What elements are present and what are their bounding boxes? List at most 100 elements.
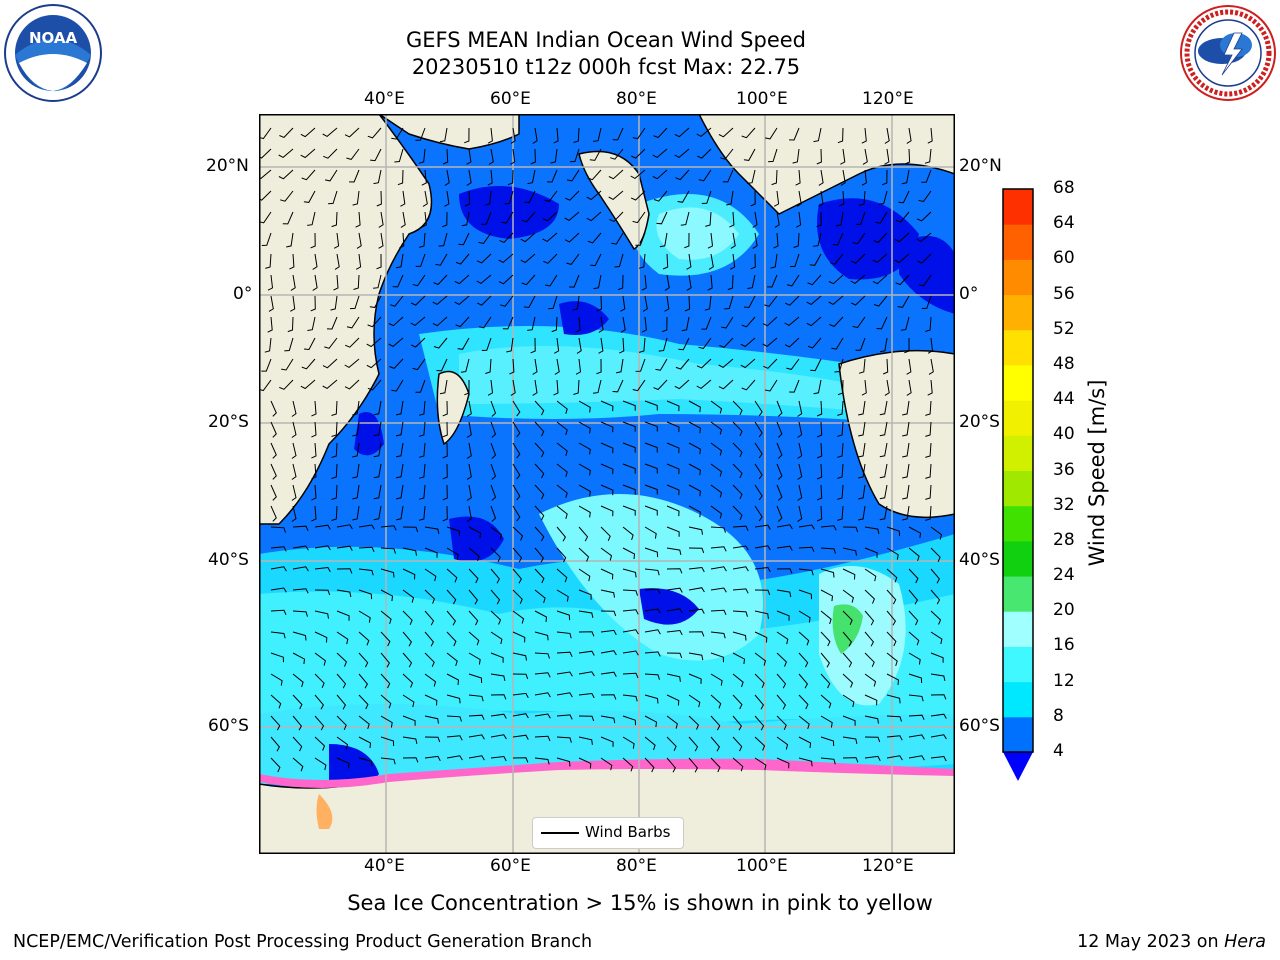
wind-barb [509, 358, 515, 375]
wind-barb [886, 610, 897, 626]
wind-barb [635, 358, 646, 372]
wind-barb [554, 358, 560, 375]
wind-barb [600, 484, 614, 496]
wind-barb [330, 295, 338, 311]
wind-barb [622, 526, 634, 541]
wind-barb [490, 568, 501, 584]
wind-barb [565, 190, 580, 201]
wind-barb [524, 190, 536, 204]
lat-tick-right-40s: 40°S [959, 550, 1000, 570]
wind-barb [925, 316, 932, 332]
wind-barb [837, 484, 844, 500]
wind-barb [807, 337, 822, 349]
wind-barb [710, 484, 723, 498]
wind-barb [886, 568, 898, 583]
wind-barb [776, 610, 790, 621]
wind-barb [644, 673, 660, 680]
wind-barb [270, 673, 283, 686]
wind-barb [402, 694, 415, 708]
wind-barb [688, 694, 701, 708]
wind-barb [688, 673, 702, 684]
wind-barb [424, 547, 438, 558]
wind-barb [776, 484, 783, 501]
wind-barb [644, 694, 659, 704]
wind-barb [380, 736, 395, 747]
wind-barb [884, 127, 890, 144]
wind-barb [902, 421, 910, 437]
wind-barb [344, 127, 360, 138]
wind-barb [622, 568, 637, 578]
wind-barb [291, 400, 297, 417]
wind-barb [666, 421, 680, 433]
colorbar-tick-label: 8 [1053, 705, 1064, 726]
wind-barb [366, 358, 382, 369]
wind-barb [292, 588, 309, 594]
wind-barb [369, 295, 382, 308]
wind-barb [270, 505, 277, 522]
wind-barb [336, 736, 349, 750]
wind-barb [864, 631, 874, 647]
wind-barb [786, 274, 800, 287]
colorbar-tick-label: 40 [1053, 424, 1075, 445]
wind-barb [704, 295, 712, 311]
wind-barb [576, 337, 582, 354]
wind-barb [556, 526, 567, 542]
wind-barb [835, 211, 844, 227]
wind-barb [468, 673, 483, 684]
wind-barb [632, 127, 646, 140]
wind-barb [546, 169, 558, 183]
wind-barb [930, 755, 947, 762]
wind-barb [688, 442, 701, 455]
wind-barb [930, 589, 941, 605]
wind-barb [578, 484, 591, 497]
wind-barb [898, 190, 910, 204]
wind-barb [333, 274, 339, 291]
wind-barb [388, 316, 404, 327]
wind-barb [314, 524, 331, 530]
wind-barb [534, 463, 545, 479]
wind-barb [358, 589, 373, 600]
wind-barb [688, 608, 705, 614]
wind-barb [732, 484, 743, 500]
wind-barb [402, 589, 415, 603]
wind-barb [455, 253, 470, 265]
footer-machine: Hera [1224, 932, 1266, 952]
wind-barb [292, 757, 304, 772]
wind-barb [698, 337, 712, 350]
wind-barb [878, 190, 888, 205]
wind-barb [784, 316, 800, 327]
wind-barb [688, 757, 698, 773]
wind-barb [331, 400, 338, 416]
wind-barb [674, 379, 690, 390]
wind-barb [754, 400, 763, 417]
wind-barb [820, 631, 831, 647]
wind-barb [485, 358, 492, 374]
wind-barb [652, 148, 668, 158]
wind-barb [344, 379, 360, 390]
wind-barb [710, 505, 723, 519]
colorbar-band [1003, 364, 1033, 401]
wind-barb [392, 274, 404, 288]
wind-barb [380, 715, 393, 728]
wind-barb [684, 295, 691, 312]
wind-barb [358, 652, 369, 668]
wind-barb [418, 442, 426, 458]
wind-barb [259, 169, 272, 180]
wind-barb [754, 505, 763, 522]
wind-barb [664, 274, 670, 291]
wind-barb [732, 463, 743, 479]
wind-barb [352, 442, 360, 458]
colorbar-tick-label: 32 [1053, 494, 1075, 515]
wind-barb [333, 232, 340, 249]
wind-barb [927, 337, 934, 354]
wind-barb [314, 589, 331, 596]
wind-barb [666, 526, 680, 537]
wind-barb [622, 650, 639, 656]
wind-barb [644, 715, 658, 728]
wind-barb [904, 338, 910, 354]
wind-barb [400, 190, 406, 207]
wind-barb [732, 505, 743, 521]
wind-barb [344, 358, 360, 369]
wind-barb [666, 568, 683, 574]
wind-barb [792, 148, 800, 164]
